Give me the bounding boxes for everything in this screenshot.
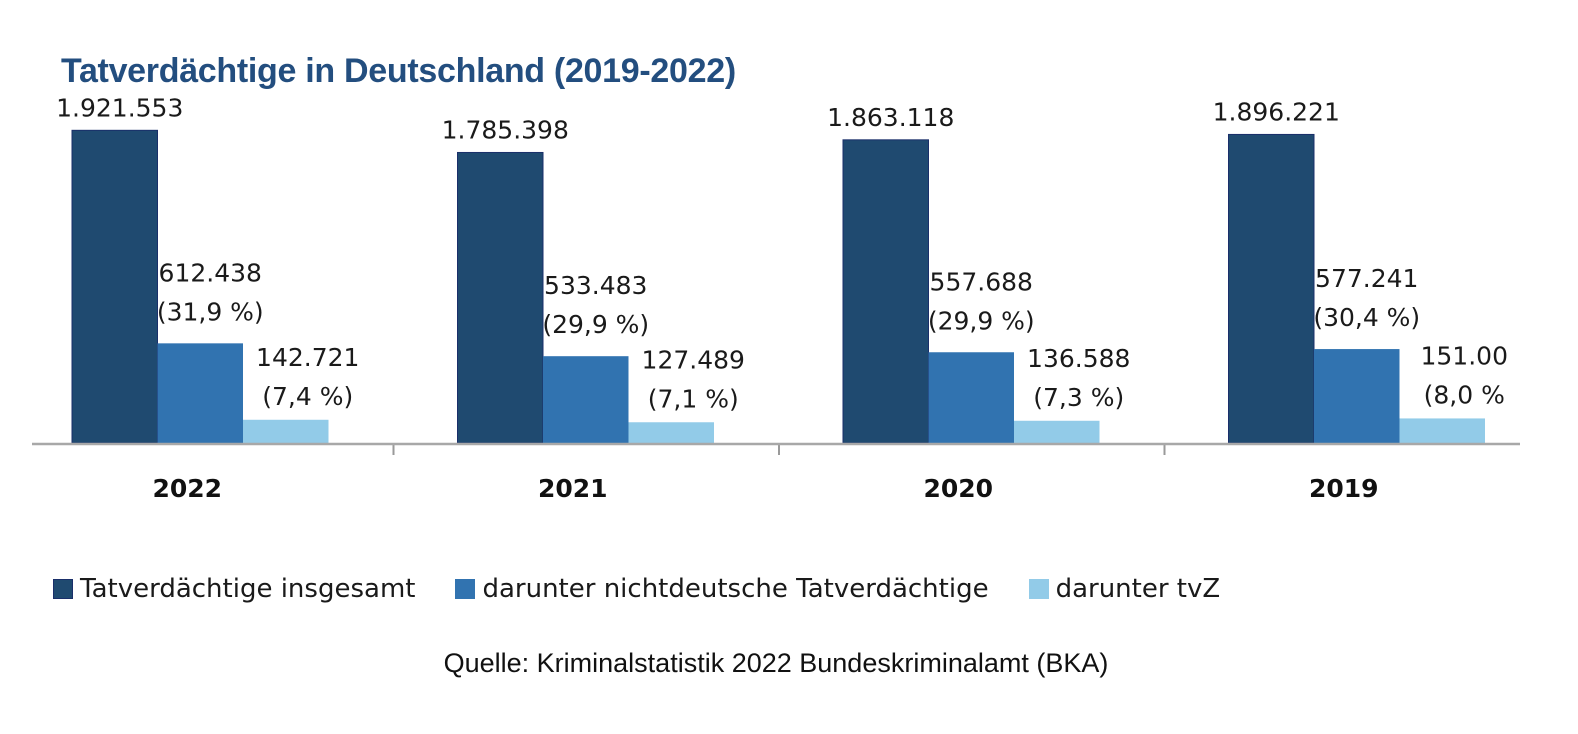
x-tick-label-2022: 2022 xyxy=(152,474,222,503)
pct-label-2021-series-2: (7,1 %) xyxy=(648,384,739,413)
pct-label-2020-series-2: (7,3 %) xyxy=(1033,383,1124,412)
legend-label-tvz: darunter tvZ xyxy=(1055,574,1221,604)
value-label-2021-series-1: 533.483 xyxy=(544,271,647,300)
pct-label-2019-series-2: (8,0 % xyxy=(1424,380,1505,409)
legend-item-nongerman: darunter nichtdeutsche Tatverdächtige xyxy=(455,574,989,604)
value-label-2020-series-2: 136.588 xyxy=(1027,344,1130,373)
value-label-2019-series-1: 577.241 xyxy=(1315,264,1418,293)
bar-2020-series-1 xyxy=(928,352,1014,443)
value-label-2022-series-0: 1.921.553 xyxy=(56,93,183,122)
bar-2022-series-2 xyxy=(243,419,329,443)
legend-item-total: Tatverdächtige insgesamt xyxy=(53,574,415,604)
value-label-2019-series-2: 151.00 xyxy=(1421,341,1508,370)
x-tick-label-2019: 2019 xyxy=(1309,474,1379,503)
pct-label-2022-series-1: (31,9 %) xyxy=(157,297,264,326)
pct-label-2019-series-1: (30,4 %) xyxy=(1313,303,1420,332)
bar-2020-series-2 xyxy=(1014,420,1100,443)
legend-swatch-tvz xyxy=(1028,579,1049,599)
value-label-2022-series-1: 612.438 xyxy=(159,258,262,287)
x-tick-label-2020: 2020 xyxy=(923,474,993,503)
legend-label-total: Tatverdächtige insgesamt xyxy=(80,574,416,604)
source-note: Quelle: Kriminalstatistik 2022 Bundeskri… xyxy=(443,648,1109,678)
legend-swatch-nongerman xyxy=(455,579,476,599)
legend-item-tvz: darunter tvZ xyxy=(1028,574,1221,604)
legend-swatch-total xyxy=(53,579,73,599)
legend: Tatverdächtige insgesamt darunter nichtd… xyxy=(53,574,1260,604)
value-label-2020-series-0: 1.863.118 xyxy=(827,103,954,132)
legend-label-nongerman: darunter nichtdeutsche Tatverdächtige xyxy=(482,574,989,604)
value-label-2021-series-2: 127.489 xyxy=(642,345,745,374)
bar-2019-series-2 xyxy=(1399,418,1485,443)
bar-2021-series-2 xyxy=(628,422,714,443)
bar-2021-series-1 xyxy=(543,356,629,443)
bar-2022-series-0 xyxy=(71,129,158,444)
value-label-2022-series-2: 142.721 xyxy=(256,343,359,372)
value-label-2020-series-1: 557.688 xyxy=(930,267,1033,296)
bar-2022-series-1 xyxy=(157,343,243,443)
chart-title: Tatverdächtige in Deutschland (2019-2022… xyxy=(61,52,736,90)
pct-label-2022-series-2: (7,4 %) xyxy=(262,382,353,411)
pct-label-2021-series-1: (29,9 %) xyxy=(542,310,649,339)
bar-2019-series-0 xyxy=(1228,133,1315,444)
value-label-2021-series-0: 1.785.398 xyxy=(442,115,569,144)
bar-2021-series-0 xyxy=(457,151,544,444)
bar-chart: 1.921.553 612.438 (31,9 %) 142.721 (7,4 %) 20… xyxy=(32,93,1520,503)
bar-2020-series-0 xyxy=(842,139,929,444)
pct-label-2020-series-1: (29,9 %) xyxy=(928,306,1035,335)
value-label-2019-series-0: 1.896.221 xyxy=(1213,97,1340,126)
bar-2019-series-1 xyxy=(1314,349,1400,443)
x-tick-label-2021: 2021 xyxy=(538,474,608,503)
